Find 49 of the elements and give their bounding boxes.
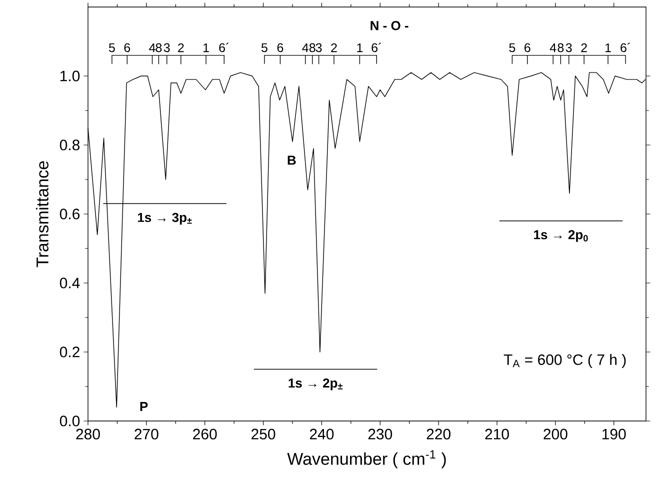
annotation: 2 [331,43,337,52]
x-tick-label: 190 [602,428,626,440]
annotation: 1 [357,44,363,52]
annotation: 4 [302,44,308,52]
annotation: 1 [605,44,611,52]
y-tick-label: 1.0 [60,70,80,82]
annotation: 5 [261,43,268,52]
x-tick-label: 270 [134,428,158,440]
x-tick-label: 240 [310,428,334,440]
annotation: 6´ [372,42,382,52]
annotation: P [140,402,148,411]
annotation: 1s → 2p$_{0}$ [534,230,588,242]
y-tick-label: 0.0 [60,416,80,426]
annotation: 5 [509,43,516,52]
y-axis-title: Transmittance [36,161,48,268]
y-tick-label: 0.4 [60,278,80,288]
annotation: 3 [566,43,572,52]
annotation: 4 [550,44,556,52]
annotation: 6 [524,43,530,52]
y-tick-label: 0.6 [60,208,80,220]
annotation: 2 [581,43,587,52]
x-tick-label: 210 [485,428,509,440]
annotation: 6´ [219,42,229,52]
annotation: B [288,156,296,165]
annotation: 3 [316,43,322,52]
annotation: 8 [558,43,564,52]
annotation: T$_{A}$ = 600 °C ( 7 h ) [504,354,626,368]
y-tick-label: 0.8 [60,140,80,150]
annotation: 6´ [620,42,630,52]
x-axis-title: Wavenumber ( cm$^{-1}$ ) [287,450,446,468]
annotation: 1s → 3p$_{±}$ [138,212,192,225]
annotation: 4 [149,44,156,52]
y-tick-label: 0.2 [60,346,80,358]
annotation: 3 [164,43,170,52]
x-tick-label: 200 [544,428,568,440]
x-tick-label: 260 [193,428,217,440]
annotation: N - O - [370,21,408,30]
x-tick-label: 220 [426,428,450,440]
annotation: 5 [108,43,115,52]
annotation: 1 [204,44,209,52]
annotation: 6 [124,43,130,52]
x-tick-label: 230 [368,428,392,440]
annotation: 1s → 2p$_{±}$ [288,378,343,390]
x-tick-label: 280 [76,428,100,440]
annotation: 8 [156,43,162,52]
x-tick-label: 250 [252,428,276,440]
annotation: 2 [178,43,184,52]
annotation: 8 [309,43,316,52]
annotation: 6 [277,43,284,52]
